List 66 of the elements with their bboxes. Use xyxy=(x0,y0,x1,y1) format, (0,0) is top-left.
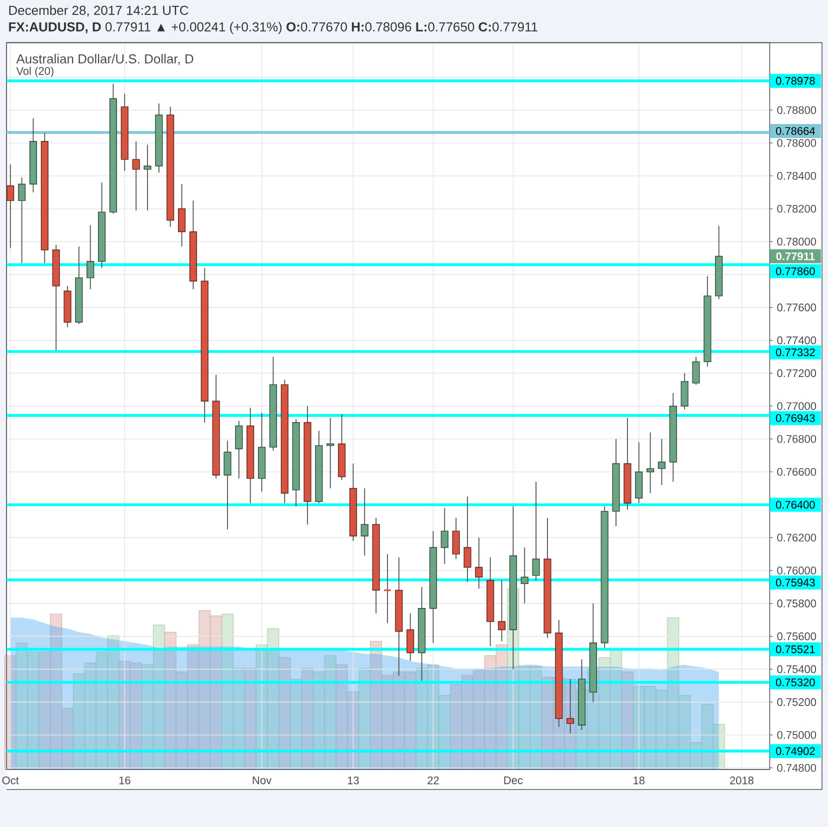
candlestick xyxy=(692,356,700,386)
ref-line-label: 0.75521 xyxy=(776,645,815,654)
candlestick xyxy=(658,438,666,486)
text: FX:AUDUSD, D 0.77911 ▲ +0.00241 (+0.31%) O:0.77670 H:0.78096 L:0.77650 C:0.77911 xyxy=(9,22,538,34)
ref-line-label: 0.75320 xyxy=(776,678,815,686)
candlestick xyxy=(86,224,94,290)
candlestick xyxy=(464,496,472,582)
ref-line-label: 0.76400 xyxy=(776,500,815,509)
candlestick xyxy=(235,420,243,479)
ref-line-label: 0.77332 xyxy=(776,348,815,356)
candlestick xyxy=(646,432,654,494)
ref-line-label: 0.75943 xyxy=(776,578,815,586)
candlestick xyxy=(18,177,26,264)
ref-line-label: 0.78978 xyxy=(776,76,815,85)
y-tick-label: 0.77600 xyxy=(777,304,816,312)
y-tick-label: 0.75400 xyxy=(777,665,816,674)
ref-line-label: 0.77860 xyxy=(776,267,815,276)
x-tick-label: 16 xyxy=(119,776,130,784)
candlestick xyxy=(326,417,334,489)
candlestick xyxy=(360,488,368,556)
candlestick xyxy=(6,164,14,249)
x-tick-label: 22 xyxy=(428,776,439,784)
text: 0.77911 xyxy=(776,252,815,260)
y-tick-label: 0.76600 xyxy=(777,468,816,476)
ref-line-label: 0.76943 xyxy=(776,414,815,422)
y-tick-label: 0.76200 xyxy=(777,534,816,542)
candlestick xyxy=(520,547,528,604)
candlestick xyxy=(132,140,140,211)
x-tick-label: 13 xyxy=(348,776,359,784)
chart-title: Vol (20) xyxy=(16,66,54,78)
y-tick-label: 0.75800 xyxy=(777,600,816,608)
y-tick-label: 0.78600 xyxy=(777,139,816,147)
y-tick-label: 0.76000 xyxy=(777,566,816,574)
candlestick xyxy=(498,580,506,642)
candlestick xyxy=(452,517,460,560)
x-tick-label: 18 xyxy=(634,776,645,784)
y-tick-label: 0.78000 xyxy=(777,238,816,246)
candlestick xyxy=(475,537,483,590)
candlestick xyxy=(224,440,232,530)
x-tick-label: Oct xyxy=(2,776,19,784)
y-tick-label: 0.78200 xyxy=(777,204,816,213)
candlestick xyxy=(178,184,186,248)
y-tick-label: 0.75000 xyxy=(777,731,816,739)
candlestick xyxy=(532,481,540,581)
text: December 28, 2017 14:21 UTC xyxy=(9,5,188,17)
x-tick-label: 2018 xyxy=(730,776,754,784)
ref-line-label: 0.78664 xyxy=(776,127,815,135)
candlestick xyxy=(406,612,414,662)
bar xyxy=(278,657,291,770)
candlestick xyxy=(440,508,448,564)
text: Australian Dollar/U.S. Dollar, D xyxy=(16,54,194,66)
y-tick-label: 0.78400 xyxy=(777,172,816,180)
x-tick-label: Dec xyxy=(504,776,523,784)
y-tick-label: 0.74800 xyxy=(777,764,816,772)
y-tick-label: 0.75200 xyxy=(777,698,816,706)
candlestick xyxy=(566,678,574,734)
y-tick-label: 0.78800 xyxy=(777,106,816,114)
y-tick-label: 0.76800 xyxy=(777,435,816,443)
y-tick-label: 0.77200 xyxy=(777,369,816,378)
candlestick xyxy=(383,554,392,624)
x-tick-label: Nov xyxy=(252,776,272,784)
candlestick xyxy=(144,144,152,211)
y-tick-label: 0.77400 xyxy=(777,336,816,344)
y-tick-label: 0.75600 xyxy=(777,632,816,640)
y-tick-label: 0.77000 xyxy=(777,402,816,410)
ref-line-label: 0.74902 xyxy=(776,747,815,755)
